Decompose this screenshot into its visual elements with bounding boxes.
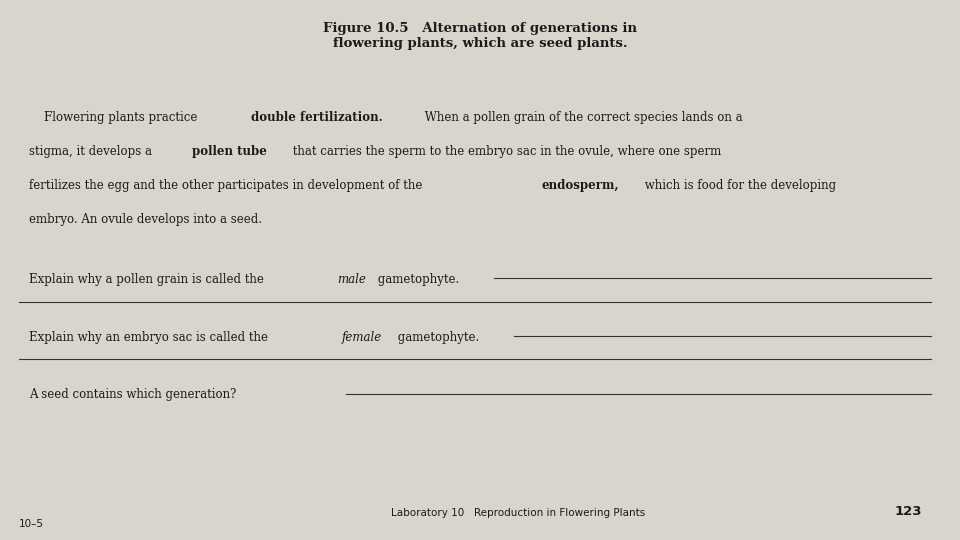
- Text: gametophyte.: gametophyte.: [374, 273, 459, 286]
- Text: embryo. An ovule develops into a seed.: embryo. An ovule develops into a seed.: [29, 213, 262, 226]
- Text: A seed contains which generation?: A seed contains which generation?: [29, 388, 236, 401]
- Text: 123: 123: [894, 505, 922, 518]
- Text: endosperm,: endosperm,: [541, 179, 618, 192]
- Text: which is food for the developing: which is food for the developing: [641, 179, 836, 192]
- Text: Explain why an embryo sac is called the: Explain why an embryo sac is called the: [29, 330, 272, 343]
- Text: fertilizes the egg and the other participates in development of the: fertilizes the egg and the other partici…: [29, 179, 426, 192]
- Text: male: male: [337, 273, 366, 286]
- Text: stigma, it develops a: stigma, it develops a: [29, 145, 156, 158]
- Text: gametophyte.: gametophyte.: [394, 330, 479, 343]
- Text: female: female: [342, 330, 382, 343]
- Text: 10–5: 10–5: [19, 519, 44, 529]
- Text: double fertilization.: double fertilization.: [251, 111, 383, 124]
- Text: Explain why a pollen grain is called the: Explain why a pollen grain is called the: [29, 273, 268, 286]
- Text: that carries the sperm to the embryo sac in the ovule, where one sperm: that carries the sperm to the embryo sac…: [289, 145, 721, 158]
- Text: Flowering plants practice: Flowering plants practice: [29, 111, 201, 124]
- Text: Laboratory 10   Reproduction in Flowering Plants: Laboratory 10 Reproduction in Flowering …: [392, 508, 645, 518]
- Text: When a pollen grain of the correct species lands on a: When a pollen grain of the correct speci…: [420, 111, 742, 124]
- Text: Figure 10.5   Alternation of generations in
flowering plants, which are seed pla: Figure 10.5 Alternation of generations i…: [323, 22, 637, 50]
- Text: pollen tube: pollen tube: [192, 145, 267, 158]
